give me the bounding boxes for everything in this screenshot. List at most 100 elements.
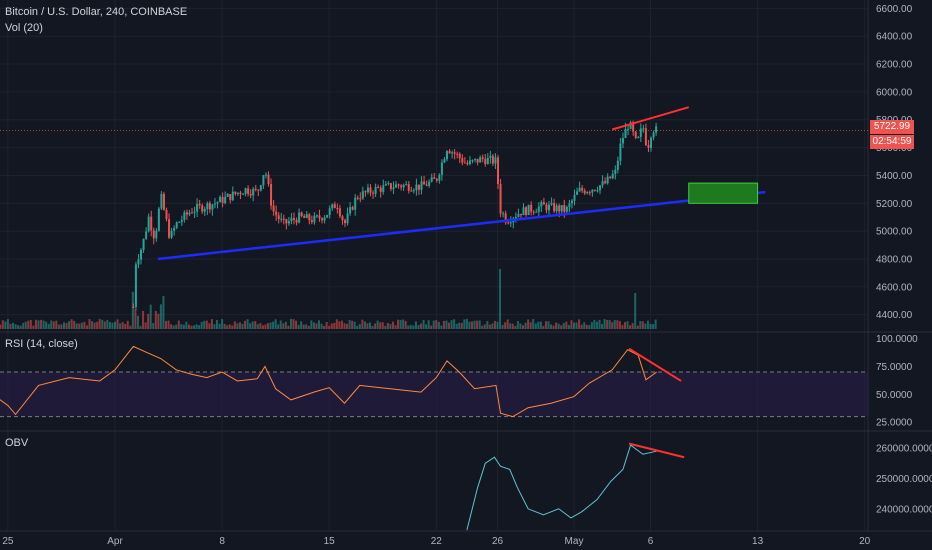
volume-bar [573, 322, 575, 329]
candle-body [201, 205, 204, 212]
volume-bar [537, 321, 540, 329]
rsi-line [0, 345, 657, 418]
volume-bar [417, 325, 420, 329]
volume-bar [91, 321, 94, 329]
volume-bar [284, 321, 287, 329]
volume-bar [218, 323, 221, 329]
candle-body [308, 214, 311, 221]
rsi-indicator-label[interactable]: RSI (14, close) [5, 338, 78, 350]
volume-bar [412, 325, 415, 329]
obv-axis-label: 260000.0000 [876, 444, 932, 455]
candle-body [354, 197, 357, 210]
volume-bar [486, 321, 489, 329]
candle-body [593, 189, 596, 191]
candle-body [458, 153, 461, 159]
volume-bar [544, 321, 547, 329]
candle-body [239, 192, 242, 195]
volume-bar [157, 313, 160, 329]
candle-body [461, 158, 464, 163]
volume-bar [226, 325, 229, 329]
volume-bar [85, 325, 88, 329]
candle-body [440, 162, 443, 175]
volume-bar [580, 324, 583, 329]
candle-body [423, 181, 426, 185]
candle-body [216, 202, 219, 204]
candle-body [451, 152, 454, 154]
volume-indicator-label[interactable]: Vol (20) [5, 22, 43, 34]
candle-body [405, 184, 408, 186]
volume-bar [333, 322, 336, 329]
obv-line [466, 444, 657, 531]
time-axis-label: 25 [2, 536, 14, 547]
price-axes[interactable]: 4400.00 4600.00 4800.00 5000.00 5200.00 5400.… [876, 4, 932, 515]
candle-body [247, 188, 250, 194]
volume-bar [167, 320, 170, 329]
candle-body [548, 204, 551, 211]
candle-body [400, 185, 403, 188]
volume-bar [249, 323, 252, 329]
volume-bar [144, 322, 147, 329]
price-axis-label: 5400.00 [876, 171, 913, 182]
candle-body [150, 216, 153, 231]
volume-bar [646, 320, 649, 329]
volume-bar [376, 320, 379, 329]
volume-bar [244, 320, 247, 329]
volume-bar [575, 322, 578, 329]
candle-body [428, 181, 431, 186]
volume-bar [177, 320, 180, 329]
volume-bar [318, 320, 320, 329]
volume-bar [233, 321, 236, 329]
volume-bar [511, 323, 514, 329]
candle-body [555, 205, 558, 212]
time-axis[interactable]: 25 Apr 8 15 22 26 May 6 13 20 [0, 532, 932, 550]
volume-bar [208, 323, 211, 329]
volume-bar [391, 321, 394, 329]
volume-bar [295, 320, 298, 329]
volume-bar [440, 325, 443, 329]
volume-bar [134, 309, 137, 329]
candle-body [565, 206, 568, 212]
volume-bar [445, 320, 448, 329]
volume-bar [371, 325, 374, 329]
volume-bar [519, 323, 522, 329]
candle-body [254, 188, 257, 190]
volume-bar [330, 323, 333, 329]
candle-body [300, 212, 303, 217]
volume-bar [228, 324, 231, 329]
volume-bar [47, 323, 50, 329]
volume-bar [340, 320, 343, 329]
candle-body [507, 222, 510, 224]
candle-body [356, 197, 359, 199]
time-axis-label: 22 [431, 536, 443, 547]
obv-indicator-label[interactable]: OBV [5, 437, 29, 449]
volume-bar [287, 325, 290, 329]
volume-bar [302, 324, 305, 329]
price-axis-label: 5000.00 [876, 227, 913, 238]
symbol-title[interactable]: Bitcoin / U.S. Dollar, 240, COINBASE [5, 6, 188, 18]
candle-body [387, 183, 390, 185]
volume-bar [190, 325, 193, 329]
volume-bar [595, 321, 598, 329]
candle-body [165, 209, 168, 220]
candle-body [629, 122, 632, 129]
volume-bar [343, 323, 346, 329]
candle-body [313, 215, 316, 223]
volume-bar [251, 321, 254, 329]
drawing-overlays[interactable] [0, 106, 868, 261]
candle-body [382, 185, 385, 192]
volume-bar [142, 310, 145, 329]
candle-body [193, 211, 196, 213]
volume-bar [75, 323, 78, 329]
candle-body [188, 212, 191, 215]
candle-body [285, 219, 288, 224]
volume-bar [356, 325, 359, 329]
volume-bar [601, 323, 604, 329]
candle-body [609, 176, 612, 179]
time-axis-label: 6 [648, 536, 654, 547]
volume-bar [430, 325, 433, 329]
volume-bar [37, 320, 40, 329]
time-axis-label: 20 [859, 536, 871, 547]
volume-bar [65, 323, 68, 329]
volume-bar [254, 321, 257, 329]
